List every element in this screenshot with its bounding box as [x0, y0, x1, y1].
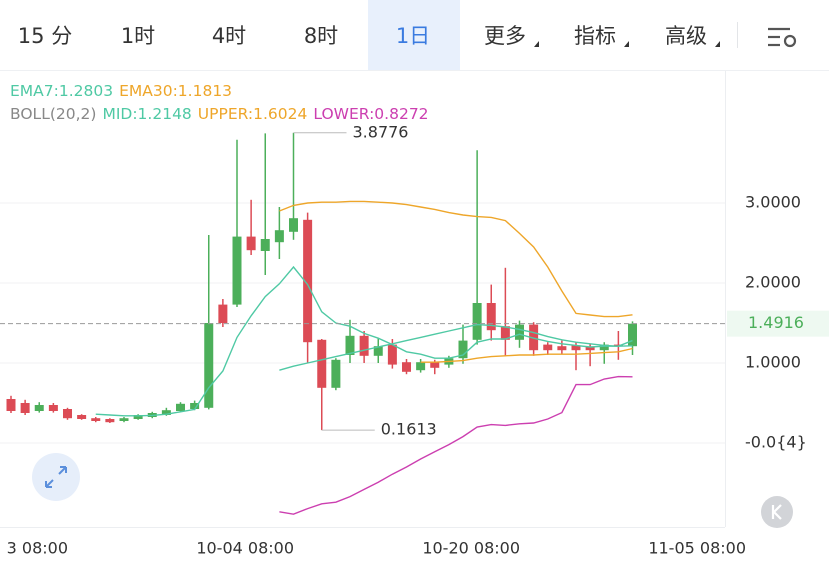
candle-body	[430, 362, 440, 368]
candle-body	[458, 340, 468, 359]
legend-row: EMA7:1.2803 EMA30:1.1813	[10, 82, 232, 100]
candle-body	[176, 403, 185, 411]
tab[interactable]: 4时	[212, 24, 246, 48]
candle-body	[557, 346, 567, 351]
y-tick-label: -0.0{4}	[745, 433, 807, 452]
last-price-label: 1.4916	[748, 313, 804, 332]
legend-entry: EMA30:1.1813	[119, 82, 232, 100]
tab[interactable]: 1时	[121, 24, 155, 48]
x-tick-label: 10-04 08:00	[196, 539, 294, 558]
candle-body	[77, 415, 87, 419]
settings-icon[interactable]	[768, 27, 797, 48]
candle-body	[91, 418, 101, 421]
tab[interactable]: 8时	[304, 24, 338, 48]
candle-body	[274, 230, 284, 243]
dropdown-caret	[715, 41, 720, 47]
y-tick-label: 1.0000	[745, 353, 801, 372]
indicator-line	[279, 200, 633, 318]
candle-body	[599, 344, 609, 351]
candle-body	[260, 239, 270, 251]
candle-body	[218, 304, 228, 323]
tab[interactable]: 1日	[396, 24, 430, 48]
legend-entry: EMA7:1.2803	[10, 82, 113, 100]
candle-body	[373, 346, 383, 356]
candle-body	[628, 323, 637, 347]
y-tick-label: 2.0000	[745, 273, 801, 292]
zoom-button[interactable]	[32, 453, 80, 501]
zoom-icon	[45, 466, 67, 488]
candle-body	[387, 344, 397, 365]
x-tick-label: 3 08:00	[7, 539, 68, 558]
candle-body	[6, 399, 16, 411]
candle-body	[303, 219, 313, 343]
legend-entry: UPPER:1.6024	[198, 105, 308, 123]
candle-body	[133, 415, 143, 419]
annotation: 0.1613	[381, 420, 437, 439]
dropdown-caret	[534, 41, 539, 47]
indicator-line	[420, 347, 633, 363]
legend-row: BOLL(20,2) MID:1.2148 UPPER:1.6024 LOWER:0.…	[10, 105, 429, 123]
indicator-line	[279, 375, 633, 515]
icon-gear	[783, 34, 797, 48]
candle-body	[416, 362, 426, 371]
tab[interactable]: 高级	[665, 24, 707, 48]
plot: -0.0{4} 1.0000 2.0000 3.0000 3 08:00 10-04 08…	[0, 122, 829, 558]
y-tick-label: 3.0000	[745, 193, 801, 212]
candle-body	[472, 303, 482, 340]
candle-body	[515, 324, 524, 340]
tab[interactable]: 15 分	[18, 24, 72, 48]
latest-icon	[771, 504, 782, 520]
tab[interactable]: 更多	[484, 24, 526, 48]
legend-entry: MID:1.2148	[102, 105, 191, 123]
candle-body	[571, 345, 581, 351]
tab[interactable]: 指标	[574, 24, 616, 48]
x-tick-label: 11-05 08:00	[648, 539, 746, 558]
candle-body	[402, 362, 411, 372]
candle-body	[331, 359, 341, 388]
candle-body	[20, 403, 30, 413]
candle-body	[289, 218, 298, 232]
candle-body	[500, 326, 510, 340]
candle-body	[585, 347, 595, 351]
legend-entry: BOLL(20,2)	[10, 105, 96, 123]
indicator-line	[279, 323, 633, 371]
indicator-line	[95, 265, 633, 417]
candle-body	[34, 405, 44, 411]
candle-body	[529, 324, 539, 351]
candle-body	[613, 344, 623, 347]
latest-bg	[761, 496, 793, 528]
candle-body	[232, 236, 242, 305]
candle-body	[359, 335, 369, 356]
candle-body	[161, 410, 171, 415]
candle-body	[246, 236, 256, 251]
candle-body	[543, 344, 553, 351]
tab-bar: 15 分 1时 4时 8时 1日 更多 指标 高级	[18, 24, 720, 48]
x-tick-label: 10-20 08:00	[422, 539, 520, 558]
candle-body	[317, 339, 327, 388]
dropdown-caret	[624, 41, 629, 47]
annotation: 3.8776	[353, 122, 409, 141]
candle-body	[204, 323, 214, 408]
candle-body	[345, 335, 355, 355]
legend-entry: LOWER:0.8272	[313, 105, 428, 123]
legend: EMA7:1.2803 EMA30:1.1813 BOLL(20,2) MID:1.2…	[10, 82, 429, 123]
latest-button[interactable]	[761, 496, 793, 528]
candle-body	[119, 418, 129, 421]
zoom-bg	[32, 453, 80, 501]
candle-body	[63, 409, 72, 419]
candle-body	[486, 303, 496, 331]
last-price-bg	[727, 310, 829, 337]
candle-body	[190, 403, 200, 409]
candle-body	[105, 419, 115, 423]
active-tab-bg	[368, 0, 460, 70]
indicator-lines	[95, 200, 633, 515]
candle-body	[48, 405, 58, 411]
